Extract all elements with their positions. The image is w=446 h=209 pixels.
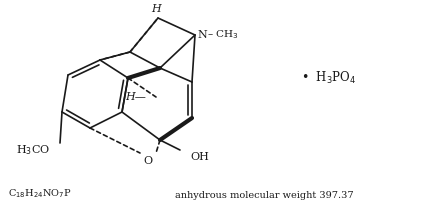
Text: anhydrous molecular weight 397.37: anhydrous molecular weight 397.37 xyxy=(175,191,354,200)
Text: O: O xyxy=(144,156,153,166)
Text: H: H xyxy=(151,4,161,14)
Text: H$_3$PO$_4$: H$_3$PO$_4$ xyxy=(312,70,356,86)
Text: OH: OH xyxy=(190,152,209,162)
Text: H$_3$CO: H$_3$CO xyxy=(16,143,50,157)
Text: H—: H— xyxy=(125,92,146,102)
Text: •: • xyxy=(301,71,309,84)
Text: – CH$_3$: – CH$_3$ xyxy=(207,29,239,41)
Text: N: N xyxy=(197,30,207,40)
Text: C$_{18}$H$_{24}$NO$_{7}$P: C$_{18}$H$_{24}$NO$_{7}$P xyxy=(8,187,72,200)
